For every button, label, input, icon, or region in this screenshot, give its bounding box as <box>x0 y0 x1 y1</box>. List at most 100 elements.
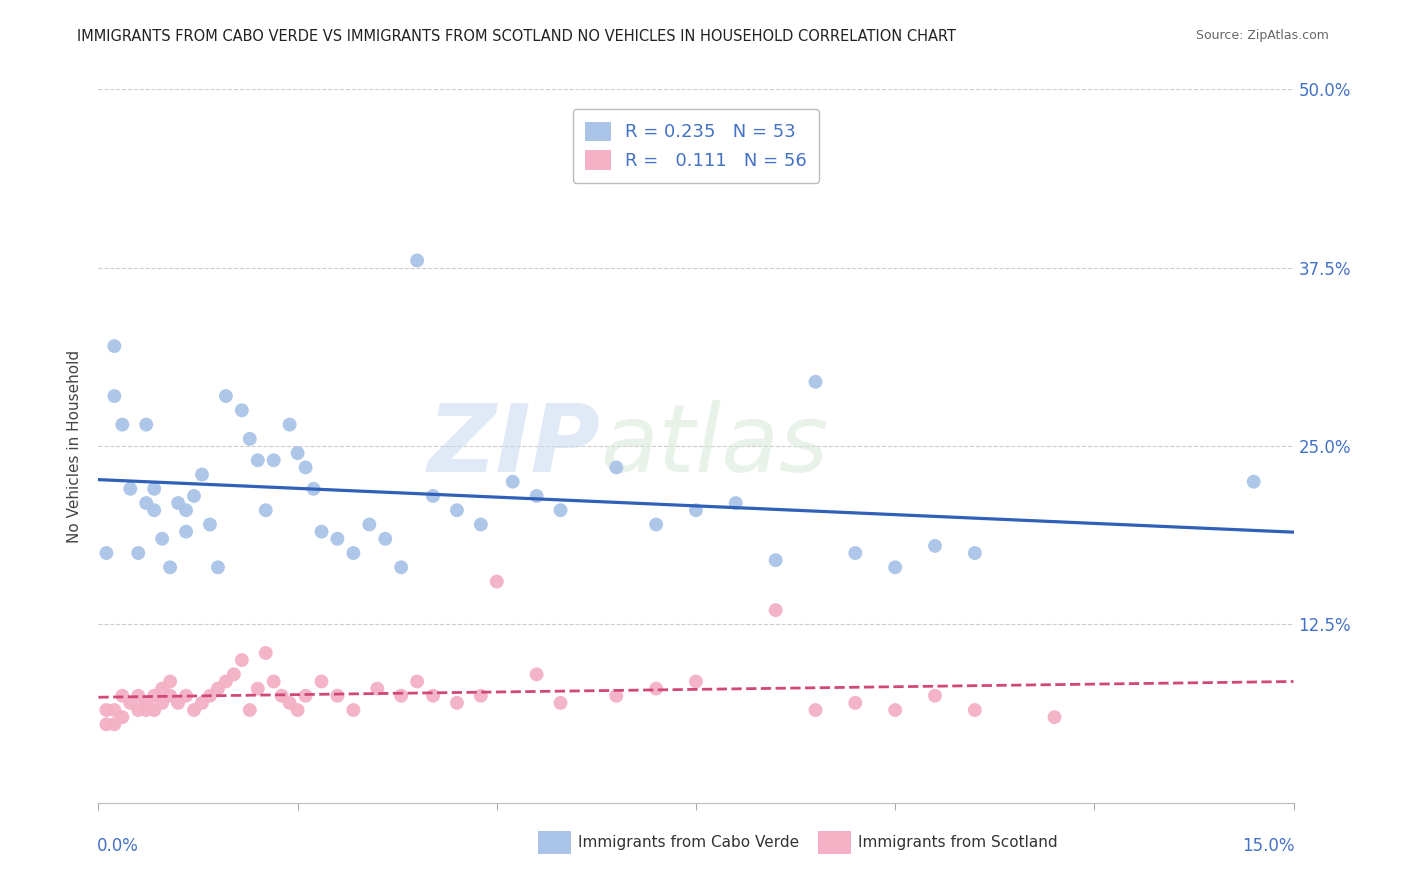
Point <box>294 460 316 475</box>
Point <box>207 560 229 574</box>
Point <box>924 539 946 553</box>
Point <box>159 674 181 689</box>
Point <box>685 674 707 689</box>
Point <box>159 560 181 574</box>
Point <box>422 489 444 503</box>
Point <box>96 546 118 560</box>
Point <box>103 339 125 353</box>
Point <box>406 253 429 268</box>
Point <box>446 503 468 517</box>
Point <box>103 389 125 403</box>
Point <box>120 696 142 710</box>
Point <box>550 696 572 710</box>
Point <box>215 674 238 689</box>
Point <box>135 417 157 432</box>
Point <box>143 482 166 496</box>
Point <box>159 689 181 703</box>
Point <box>326 532 349 546</box>
Point <box>96 717 118 731</box>
Point <box>302 482 325 496</box>
Point <box>135 496 157 510</box>
Point <box>270 689 292 703</box>
Point <box>263 453 285 467</box>
Point <box>645 681 668 696</box>
Point <box>605 460 627 475</box>
Point <box>96 703 118 717</box>
Point <box>246 453 269 467</box>
Point <box>844 696 866 710</box>
Point <box>150 532 173 546</box>
Point <box>150 696 173 710</box>
Point <box>231 653 253 667</box>
Point <box>103 703 125 717</box>
Point <box>127 546 149 560</box>
Point <box>804 703 827 717</box>
Point <box>311 524 333 539</box>
Point <box>605 689 627 703</box>
Point <box>143 703 166 717</box>
Point <box>135 703 157 717</box>
Point <box>1243 475 1265 489</box>
Point <box>222 667 245 681</box>
Point <box>120 482 142 496</box>
Point <box>103 717 125 731</box>
Point <box>389 560 412 574</box>
Point <box>1043 710 1066 724</box>
Point <box>374 532 396 546</box>
Point <box>446 696 468 710</box>
Point <box>239 703 262 717</box>
Text: 15.0%: 15.0% <box>1243 837 1295 855</box>
Point <box>963 703 986 717</box>
Point <box>844 546 866 560</box>
Point <box>485 574 508 589</box>
Point <box>884 703 907 717</box>
Point <box>183 703 205 717</box>
Point <box>111 689 134 703</box>
Point <box>127 689 149 703</box>
Point <box>246 681 269 696</box>
Point <box>174 503 197 517</box>
Legend: R = 0.235   N = 53, R =   0.111   N = 56: R = 0.235 N = 53, R = 0.111 N = 56 <box>572 109 820 183</box>
Point <box>111 710 134 724</box>
Y-axis label: No Vehicles in Household: No Vehicles in Household <box>67 350 83 542</box>
Point <box>278 417 301 432</box>
Point <box>526 489 548 503</box>
Point <box>645 517 668 532</box>
Point <box>342 546 364 560</box>
Point <box>342 703 364 717</box>
Point <box>550 503 572 517</box>
Point <box>765 603 787 617</box>
Text: Source: ZipAtlas.com: Source: ZipAtlas.com <box>1195 29 1329 42</box>
Point <box>278 696 301 710</box>
Point <box>198 689 221 703</box>
Point <box>263 674 285 689</box>
Point <box>135 696 157 710</box>
Point <box>685 503 707 517</box>
Text: Immigrants from Scotland: Immigrants from Scotland <box>858 835 1057 849</box>
Point <box>804 375 827 389</box>
Point <box>150 681 173 696</box>
Point <box>254 503 277 517</box>
Point <box>724 496 747 510</box>
Point <box>143 503 166 517</box>
Point <box>167 496 190 510</box>
Point <box>191 696 214 710</box>
Point <box>231 403 253 417</box>
Point <box>287 446 309 460</box>
Point <box>215 389 238 403</box>
Point <box>294 689 316 703</box>
Point <box>127 703 149 717</box>
Point <box>389 689 412 703</box>
Point <box>470 689 492 703</box>
Point <box>326 689 349 703</box>
Point <box>174 689 197 703</box>
Point <box>502 475 524 489</box>
Point <box>884 560 907 574</box>
Point <box>174 524 197 539</box>
Point <box>422 689 444 703</box>
Point <box>359 517 381 532</box>
Point <box>191 467 214 482</box>
Point <box>287 703 309 717</box>
Text: atlas: atlas <box>600 401 828 491</box>
Point <box>198 517 221 532</box>
